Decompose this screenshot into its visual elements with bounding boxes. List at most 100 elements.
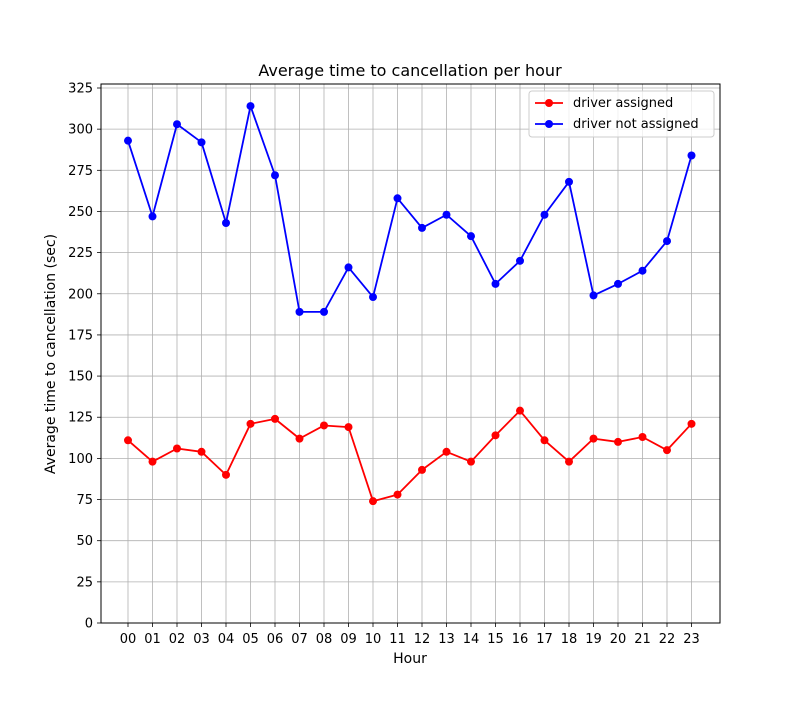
data-point-driver-assigned xyxy=(124,436,132,445)
y-tick-label: 125 xyxy=(68,411,93,426)
data-point-driver-not-assigned xyxy=(271,171,279,180)
x-tick-label: 16 xyxy=(512,632,529,647)
legend-label-driver-assigned: driver assigned xyxy=(573,96,673,111)
data-point-driver-assigned xyxy=(516,406,524,415)
data-point-driver-assigned xyxy=(148,457,157,466)
x-tick-label: 19 xyxy=(585,632,602,647)
legend-marker-driver-assigned xyxy=(545,99,553,107)
data-point-driver-not-assigned xyxy=(393,194,402,203)
data-point-driver-assigned xyxy=(222,470,230,479)
x-tick-label: 15 xyxy=(487,632,504,647)
data-point-driver-not-assigned xyxy=(148,212,157,221)
x-tick-label: 18 xyxy=(561,632,578,647)
x-tick-label: 22 xyxy=(659,632,676,647)
x-tick-label: 11 xyxy=(389,632,406,647)
data-point-driver-not-assigned xyxy=(173,120,181,129)
data-point-driver-not-assigned xyxy=(565,177,573,186)
y-tick-label: 25 xyxy=(76,575,93,590)
data-point-driver-not-assigned xyxy=(295,307,304,316)
series-line-driver-assigned xyxy=(127,409,693,503)
x-tick-label: 04 xyxy=(218,632,235,647)
x-tick-label: 06 xyxy=(267,632,284,647)
data-point-driver-assigned xyxy=(246,419,255,428)
y-tick-label: 100 xyxy=(68,452,93,467)
data-point-driver-assigned xyxy=(173,444,181,453)
y-tick-label: 0 xyxy=(85,617,93,632)
data-point-driver-not-assigned xyxy=(614,279,622,288)
data-point-driver-assigned xyxy=(565,457,573,466)
data-point-driver-not-assigned xyxy=(491,279,500,288)
y-tick-label: 175 xyxy=(68,328,93,343)
x-tick-label: 21 xyxy=(634,632,651,647)
y-axis-label: Average time to cancellation (sec) xyxy=(43,234,59,474)
data-point-driver-assigned xyxy=(197,447,206,456)
data-point-driver-not-assigned xyxy=(663,237,671,246)
data-point-driver-not-assigned xyxy=(418,223,426,232)
chart-title: Average time to cancellation per hour xyxy=(258,61,562,80)
data-point-driver-assigned xyxy=(540,436,549,445)
y-tick-label: 75 xyxy=(76,493,93,508)
plot-frame xyxy=(100,83,721,624)
series-layer xyxy=(124,102,696,506)
data-point-driver-not-assigned xyxy=(638,266,647,275)
x-tick-label: 03 xyxy=(193,632,210,647)
data-point-driver-assigned xyxy=(393,490,402,499)
data-point-driver-assigned xyxy=(271,414,279,423)
data-point-driver-not-assigned xyxy=(246,102,255,111)
y-tick-label: 250 xyxy=(68,205,93,220)
x-tick-label: 13 xyxy=(438,632,455,647)
data-point-driver-assigned xyxy=(687,419,696,428)
x-tick-label: 00 xyxy=(120,632,137,647)
x-tick-label: 17 xyxy=(536,632,553,647)
data-point-driver-not-assigned xyxy=(687,151,696,160)
data-point-driver-not-assigned xyxy=(124,136,132,145)
legend-box xyxy=(528,90,715,138)
data-point-driver-assigned xyxy=(442,447,451,456)
data-point-driver-assigned xyxy=(418,465,426,474)
y-tick-label: 200 xyxy=(68,287,93,302)
y-tick-label: 50 xyxy=(76,534,93,549)
y-tick-label: 225 xyxy=(68,246,93,261)
y-tick-label: 300 xyxy=(68,123,93,138)
x-tick-label: 01 xyxy=(144,632,161,647)
data-point-driver-not-assigned xyxy=(320,307,328,316)
series-line-driver-not-assigned xyxy=(127,105,693,313)
data-point-driver-not-assigned xyxy=(197,138,206,147)
data-point-driver-assigned xyxy=(295,434,304,443)
x-tick-label: 12 xyxy=(414,632,431,647)
x-tick-label: 10 xyxy=(365,632,382,647)
x-tick-label: 23 xyxy=(683,632,700,647)
data-point-driver-not-assigned xyxy=(344,263,353,272)
data-point-driver-assigned xyxy=(344,423,353,432)
x-axis-label: Hour xyxy=(393,651,427,667)
data-point-driver-assigned xyxy=(369,497,377,506)
x-tick-label: 09 xyxy=(340,632,357,647)
legend-marker-driver-not-assigned xyxy=(545,120,553,128)
y-tick-label: 325 xyxy=(68,82,93,97)
data-point-driver-not-assigned xyxy=(222,218,230,227)
data-point-driver-assigned xyxy=(467,457,475,466)
data-point-driver-assigned xyxy=(320,421,328,430)
data-point-driver-assigned xyxy=(491,431,500,440)
y-tick-label: 275 xyxy=(68,164,93,179)
axis-layer: 00 01 02 03 04 05 06 07 08 09 10 11 12 13 14 15 16 17 18 19… xyxy=(68,82,700,648)
x-tick-label: 20 xyxy=(610,632,627,647)
data-point-driver-assigned xyxy=(614,437,622,446)
x-tick-label: 08 xyxy=(316,632,333,647)
data-point-driver-not-assigned xyxy=(589,291,598,300)
legend: driver assigned driver not assigned xyxy=(528,90,715,138)
x-tick-label: 05 xyxy=(242,632,259,647)
data-point-driver-assigned xyxy=(638,432,647,441)
data-point-driver-assigned xyxy=(663,446,671,455)
data-point-driver-not-assigned xyxy=(540,210,549,219)
data-point-driver-not-assigned xyxy=(516,256,524,265)
data-point-driver-not-assigned xyxy=(442,210,451,219)
y-tick-label: 150 xyxy=(68,370,93,385)
x-tick-label: 02 xyxy=(169,632,186,647)
legend-label-driver-not-assigned: driver not assigned xyxy=(573,117,699,132)
data-point-driver-not-assigned xyxy=(467,232,475,241)
plot-background xyxy=(101,84,720,623)
x-tick-label: 07 xyxy=(291,632,308,647)
